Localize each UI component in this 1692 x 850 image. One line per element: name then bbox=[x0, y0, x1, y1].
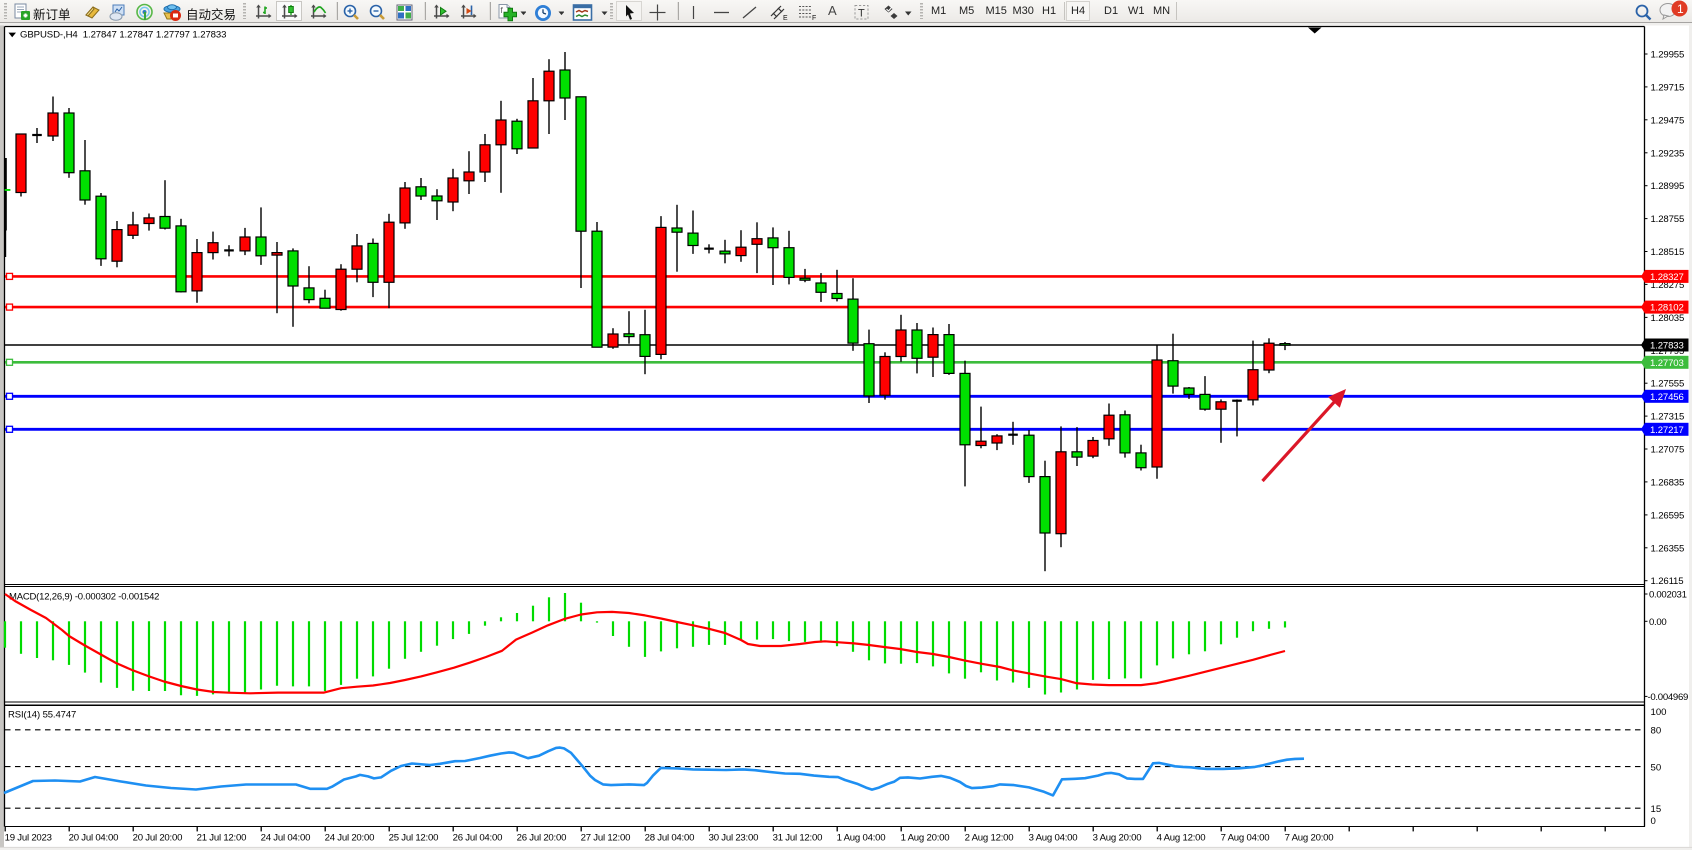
svg-text:24 Jul 20:00: 24 Jul 20:00 bbox=[325, 833, 375, 844]
svg-text:1.29235: 1.29235 bbox=[1651, 148, 1685, 159]
svg-text:21 Jul 12:00: 21 Jul 12:00 bbox=[197, 833, 247, 844]
svg-text:1.27703: 1.27703 bbox=[1650, 358, 1684, 369]
svg-text:26 Jul 20:00: 26 Jul 20:00 bbox=[517, 833, 567, 844]
svg-text:1.28995: 1.28995 bbox=[1651, 181, 1685, 192]
svg-text:1 Aug 04:00: 1 Aug 04:00 bbox=[837, 833, 886, 844]
svg-text:2 Aug 12:00: 2 Aug 12:00 bbox=[965, 833, 1014, 844]
svg-text:1.27555: 1.27555 bbox=[1651, 379, 1685, 390]
svg-text:-0.004969: -0.004969 bbox=[1648, 692, 1689, 703]
svg-text:1.26355: 1.26355 bbox=[1651, 543, 1685, 554]
svg-text:3 Aug 20:00: 3 Aug 20:00 bbox=[1093, 833, 1142, 844]
svg-text:E: E bbox=[783, 15, 788, 22]
svg-text:1 Aug 20:00: 1 Aug 20:00 bbox=[901, 833, 950, 844]
svg-text:31 Jul 12:00: 31 Jul 12:00 bbox=[773, 833, 823, 844]
svg-text:1.27075: 1.27075 bbox=[1651, 445, 1685, 456]
svg-text:1.27217: 1.27217 bbox=[1650, 425, 1684, 436]
svg-text:15: 15 bbox=[1651, 804, 1662, 815]
svg-text:20 Jul 20:00: 20 Jul 20:00 bbox=[133, 833, 183, 844]
svg-text:100: 100 bbox=[1651, 707, 1667, 718]
svg-text:1.28275: 1.28275 bbox=[1651, 280, 1685, 291]
svg-text:30 Jul 23:00: 30 Jul 23:00 bbox=[709, 833, 759, 844]
svg-text:F: F bbox=[812, 15, 816, 22]
svg-text:4 Aug 12:00: 4 Aug 12:00 bbox=[1157, 833, 1206, 844]
svg-text:0.00: 0.00 bbox=[1649, 617, 1666, 628]
svg-text:1.28102: 1.28102 bbox=[1650, 303, 1684, 314]
svg-text:80: 80 bbox=[1651, 726, 1662, 737]
svg-text:1.26595: 1.26595 bbox=[1651, 510, 1685, 521]
svg-text:0.002031: 0.002031 bbox=[1649, 590, 1687, 601]
svg-text:1.27456: 1.27456 bbox=[1650, 392, 1684, 403]
svg-text:MACD(12,26,9) -0.000302 -0.001: MACD(12,26,9) -0.000302 -0.001542 bbox=[9, 592, 159, 603]
svg-text:28 Jul 04:00: 28 Jul 04:00 bbox=[645, 833, 695, 844]
svg-text:24 Jul 04:00: 24 Jul 04:00 bbox=[261, 833, 311, 844]
svg-text:f: f bbox=[501, 6, 504, 15]
svg-text:27 Jul 12:00: 27 Jul 12:00 bbox=[581, 833, 631, 844]
svg-text:RSI(14) 55.4747: RSI(14) 55.4747 bbox=[8, 709, 76, 720]
svg-text:7 Aug 20:00: 7 Aug 20:00 bbox=[1285, 833, 1334, 844]
svg-text:GBPUSD-,H4 1.27847 1.27847 1.: GBPUSD-,H4 1.27847 1.27847 1.27797 1.278… bbox=[20, 30, 226, 41]
svg-text:20 Jul 04:00: 20 Jul 04:00 bbox=[69, 833, 119, 844]
svg-text:1.27315: 1.27315 bbox=[1651, 412, 1685, 423]
svg-text:19 Jul 2023: 19 Jul 2023 bbox=[5, 833, 52, 844]
svg-text:1.28327: 1.28327 bbox=[1650, 272, 1684, 283]
svg-text:3 Aug 04:00: 3 Aug 04:00 bbox=[1029, 833, 1078, 844]
svg-text:1.26115: 1.26115 bbox=[1651, 576, 1684, 587]
svg-text:50: 50 bbox=[1651, 762, 1662, 773]
svg-text:T: T bbox=[858, 7, 865, 19]
svg-text:1.29475: 1.29475 bbox=[1651, 115, 1685, 126]
svg-text:7 Aug 04:00: 7 Aug 04:00 bbox=[1221, 833, 1270, 844]
svg-text:25 Jul 12:00: 25 Jul 12:00 bbox=[389, 833, 439, 844]
svg-text:26 Jul 04:00: 26 Jul 04:00 bbox=[453, 833, 503, 844]
svg-text:1.29955: 1.29955 bbox=[1651, 50, 1685, 61]
svg-text:0: 0 bbox=[1651, 816, 1656, 827]
svg-text:1.26835: 1.26835 bbox=[1651, 477, 1685, 488]
svg-text:1: 1 bbox=[1677, 2, 1684, 16]
svg-text:1.28035: 1.28035 bbox=[1651, 313, 1685, 324]
svg-text:1.29715: 1.29715 bbox=[1651, 82, 1685, 93]
svg-text:1.28515: 1.28515 bbox=[1651, 247, 1685, 258]
svg-text:1.27833: 1.27833 bbox=[1650, 341, 1684, 352]
svg-text:1.28755: 1.28755 bbox=[1651, 214, 1685, 225]
